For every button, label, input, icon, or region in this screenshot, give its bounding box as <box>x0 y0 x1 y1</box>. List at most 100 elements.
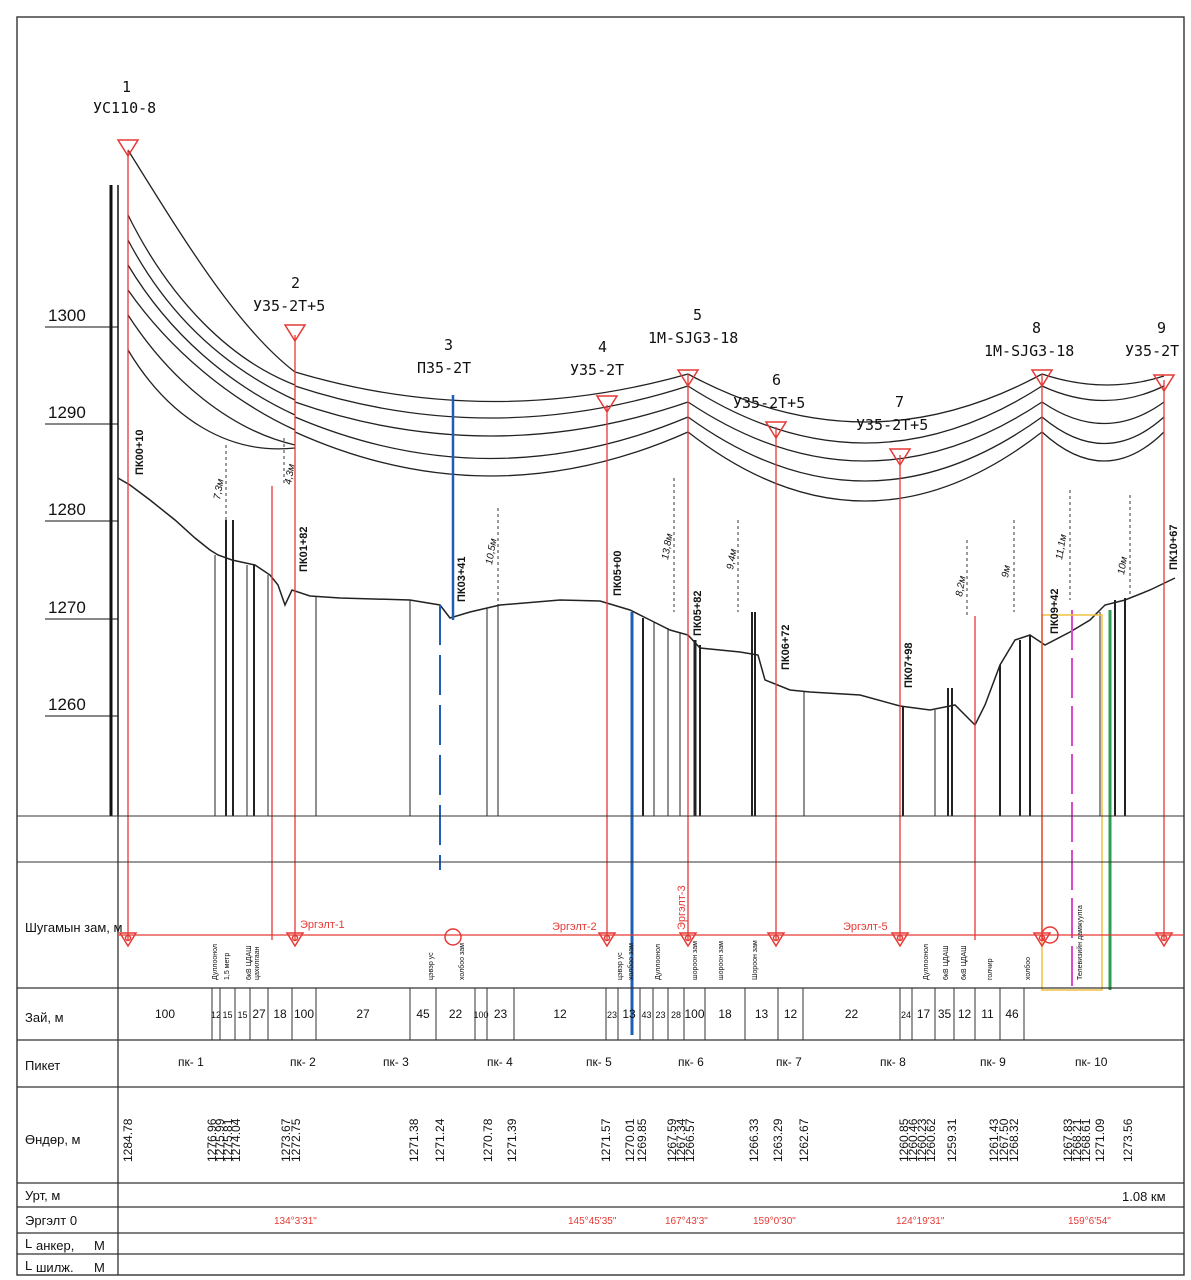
pole-3-type: П35-2Т <box>417 359 471 377</box>
row-label-urt: Урт, м <box>25 1188 60 1203</box>
picket-1: ПК01+82 <box>298 526 310 572</box>
elevation-value: 1273.67 <box>279 1118 293 1162</box>
row-label-anker-l: L <box>25 1236 32 1251</box>
clearance-4: 13,8м <box>660 533 675 561</box>
span-value: 45 <box>416 1007 430 1021</box>
angle-row: 134°3'31" 145°45'35" 167°43'3" 159°0'30"… <box>274 1216 1111 1227</box>
row-label-zai: Зай, м <box>25 1010 64 1025</box>
row-label-shugam: Шугамын зам, м <box>25 920 123 935</box>
pole-8-num: 8 <box>1032 319 1041 337</box>
row-label-piket: Пикет <box>25 1058 60 1073</box>
elevation-value: 1284.78 <box>121 1118 135 1162</box>
angle-3: 167°43'3" <box>665 1216 708 1227</box>
y-axis-labels: 1300 1290 1280 1270 1260 <box>45 306 118 717</box>
span-value: 23 <box>607 1010 617 1020</box>
elevation-value: 1262.67 <box>797 1118 811 1162</box>
elevation-value: 1268.21 <box>1070 1118 1084 1162</box>
elevation-value: 1270.01 <box>623 1118 637 1162</box>
pole-5-type: 1М-SJG3-18 <box>648 329 738 347</box>
angle-2: 145°45'35" <box>568 1216 617 1227</box>
span-value: 46 <box>1005 1007 1019 1021</box>
elevation-value: 1269.85 <box>635 1118 649 1162</box>
clearance-labels: 7,3м 4,3м 10,5м 13,8м 9,4м 8,2м 9м 11,1м… <box>212 463 1130 597</box>
picket-6: ПК07+98 <box>903 642 915 688</box>
clearance-1: 7,3м <box>212 478 226 500</box>
angle-6: 159°6'54" <box>1068 1216 1111 1227</box>
clearance-8: 11,1м <box>1054 533 1069 560</box>
row-label-shilj: шилж. <box>36 1260 74 1275</box>
elevation-value: 1267.50 <box>997 1118 1011 1162</box>
turn-label-2: Эргэлт-2 <box>552 921 597 933</box>
span-value: 27 <box>252 1007 266 1021</box>
row-label-shilj-unit: М <box>94 1260 105 1275</box>
crossing-name: Дуллоонол <box>923 944 930 980</box>
span-value: 15 <box>237 1010 247 1020</box>
piket-8: пк- 8 <box>880 1055 906 1069</box>
row-label-ergelt: Эргэлт 0 <box>25 1213 77 1228</box>
piket-4: пк- 4 <box>487 1055 513 1069</box>
piket-9: пк- 9 <box>980 1055 1006 1069</box>
crossing-name: холбоо зам <box>627 943 635 980</box>
crossing-name: Дуллоонол <box>212 944 219 980</box>
elevation-value: 1274.04 <box>229 1118 243 1162</box>
piket-7: пк- 7 <box>776 1055 802 1069</box>
elevation-value: 1259.31 <box>945 1118 959 1162</box>
pole-markers <box>116 139 1176 467</box>
pole-9-num: 9 <box>1157 319 1166 337</box>
clearance-5: 9,4м <box>725 548 739 570</box>
crossing-name: цэвэр ус <box>428 952 435 980</box>
clearance-6: 8,2м <box>954 575 968 597</box>
piket-2: пк- 2 <box>290 1055 316 1069</box>
angle-1: 134°3'31" <box>274 1216 317 1227</box>
piket-1: пк- 1 <box>178 1055 204 1069</box>
piket-5: пк- 5 <box>586 1055 612 1069</box>
elevation-value: 1260.62 <box>924 1118 938 1162</box>
elevation-value: 1271.24 <box>433 1118 447 1162</box>
span-value: 35 <box>938 1007 952 1021</box>
clearance-3: 10,5м <box>484 538 499 566</box>
elevation-value: 1266.33 <box>747 1118 761 1162</box>
span-value: 13 <box>755 1007 769 1021</box>
crossing-name: шороон зам <box>718 941 725 980</box>
elevation-value: 1260.85 <box>897 1118 911 1162</box>
elevation-value: 1267.59 <box>665 1118 679 1162</box>
pole-5-num: 5 <box>693 306 702 324</box>
span-value: 100 <box>294 1007 314 1021</box>
picket-4: ПК05+82 <box>692 590 704 636</box>
elevation-value: 1270.78 <box>481 1118 495 1162</box>
y-tick-1260: 1260 <box>48 695 86 714</box>
elevation-value: 1271.57 <box>599 1118 613 1162</box>
elevation-value: 1261.43 <box>987 1118 1001 1162</box>
turn-label-5: Эргэлт-5 <box>843 921 888 933</box>
elevation-value: 1266.57 <box>683 1118 697 1162</box>
span-value: 18 <box>273 1007 287 1021</box>
turn-label-1: Эргэлт-1 <box>300 919 345 931</box>
clearance-lines <box>225 438 1131 616</box>
elevation-value: 1272.75 <box>289 1118 303 1162</box>
piket-6: пк- 6 <box>678 1055 704 1069</box>
span-value: 12 <box>958 1007 972 1021</box>
crossing-name: Телевизийн дамжуулга <box>1076 905 1084 980</box>
pole-1-type: УС110-8 <box>93 99 156 117</box>
clearance-2: 4,3м <box>283 463 297 485</box>
picket-5: ПК06+72 <box>780 624 792 670</box>
span-value: 23 <box>494 1007 508 1021</box>
elevation-value: 1275.99 <box>213 1118 227 1162</box>
span-value: 28 <box>671 1010 681 1020</box>
elevation-ruler <box>109 185 119 816</box>
span-value: 22 <box>845 1007 859 1021</box>
drawing-frame <box>16 16 1185 1276</box>
elevation-value: 1268.61 <box>1079 1118 1093 1162</box>
pole-lines <box>127 150 1165 940</box>
pole-7-num: 7 <box>895 393 904 411</box>
piket-3: пк- 3 <box>383 1055 409 1069</box>
y-tick-1270: 1270 <box>48 598 86 617</box>
piket-row: пк- 1 пк- 2 пк- 3 пк- 4 пк- 5 пк- 6 пк- … <box>178 1055 1108 1069</box>
piket-10: пк- 10 <box>1075 1055 1108 1069</box>
elevation-value: 1267.34 <box>674 1118 688 1162</box>
row-label-anker-unit: М <box>94 1238 105 1253</box>
span-value: 13 <box>622 1007 636 1021</box>
crossing-name: 6кВ ЦДАШ <box>961 945 968 980</box>
span-value: 12 <box>553 1007 567 1021</box>
